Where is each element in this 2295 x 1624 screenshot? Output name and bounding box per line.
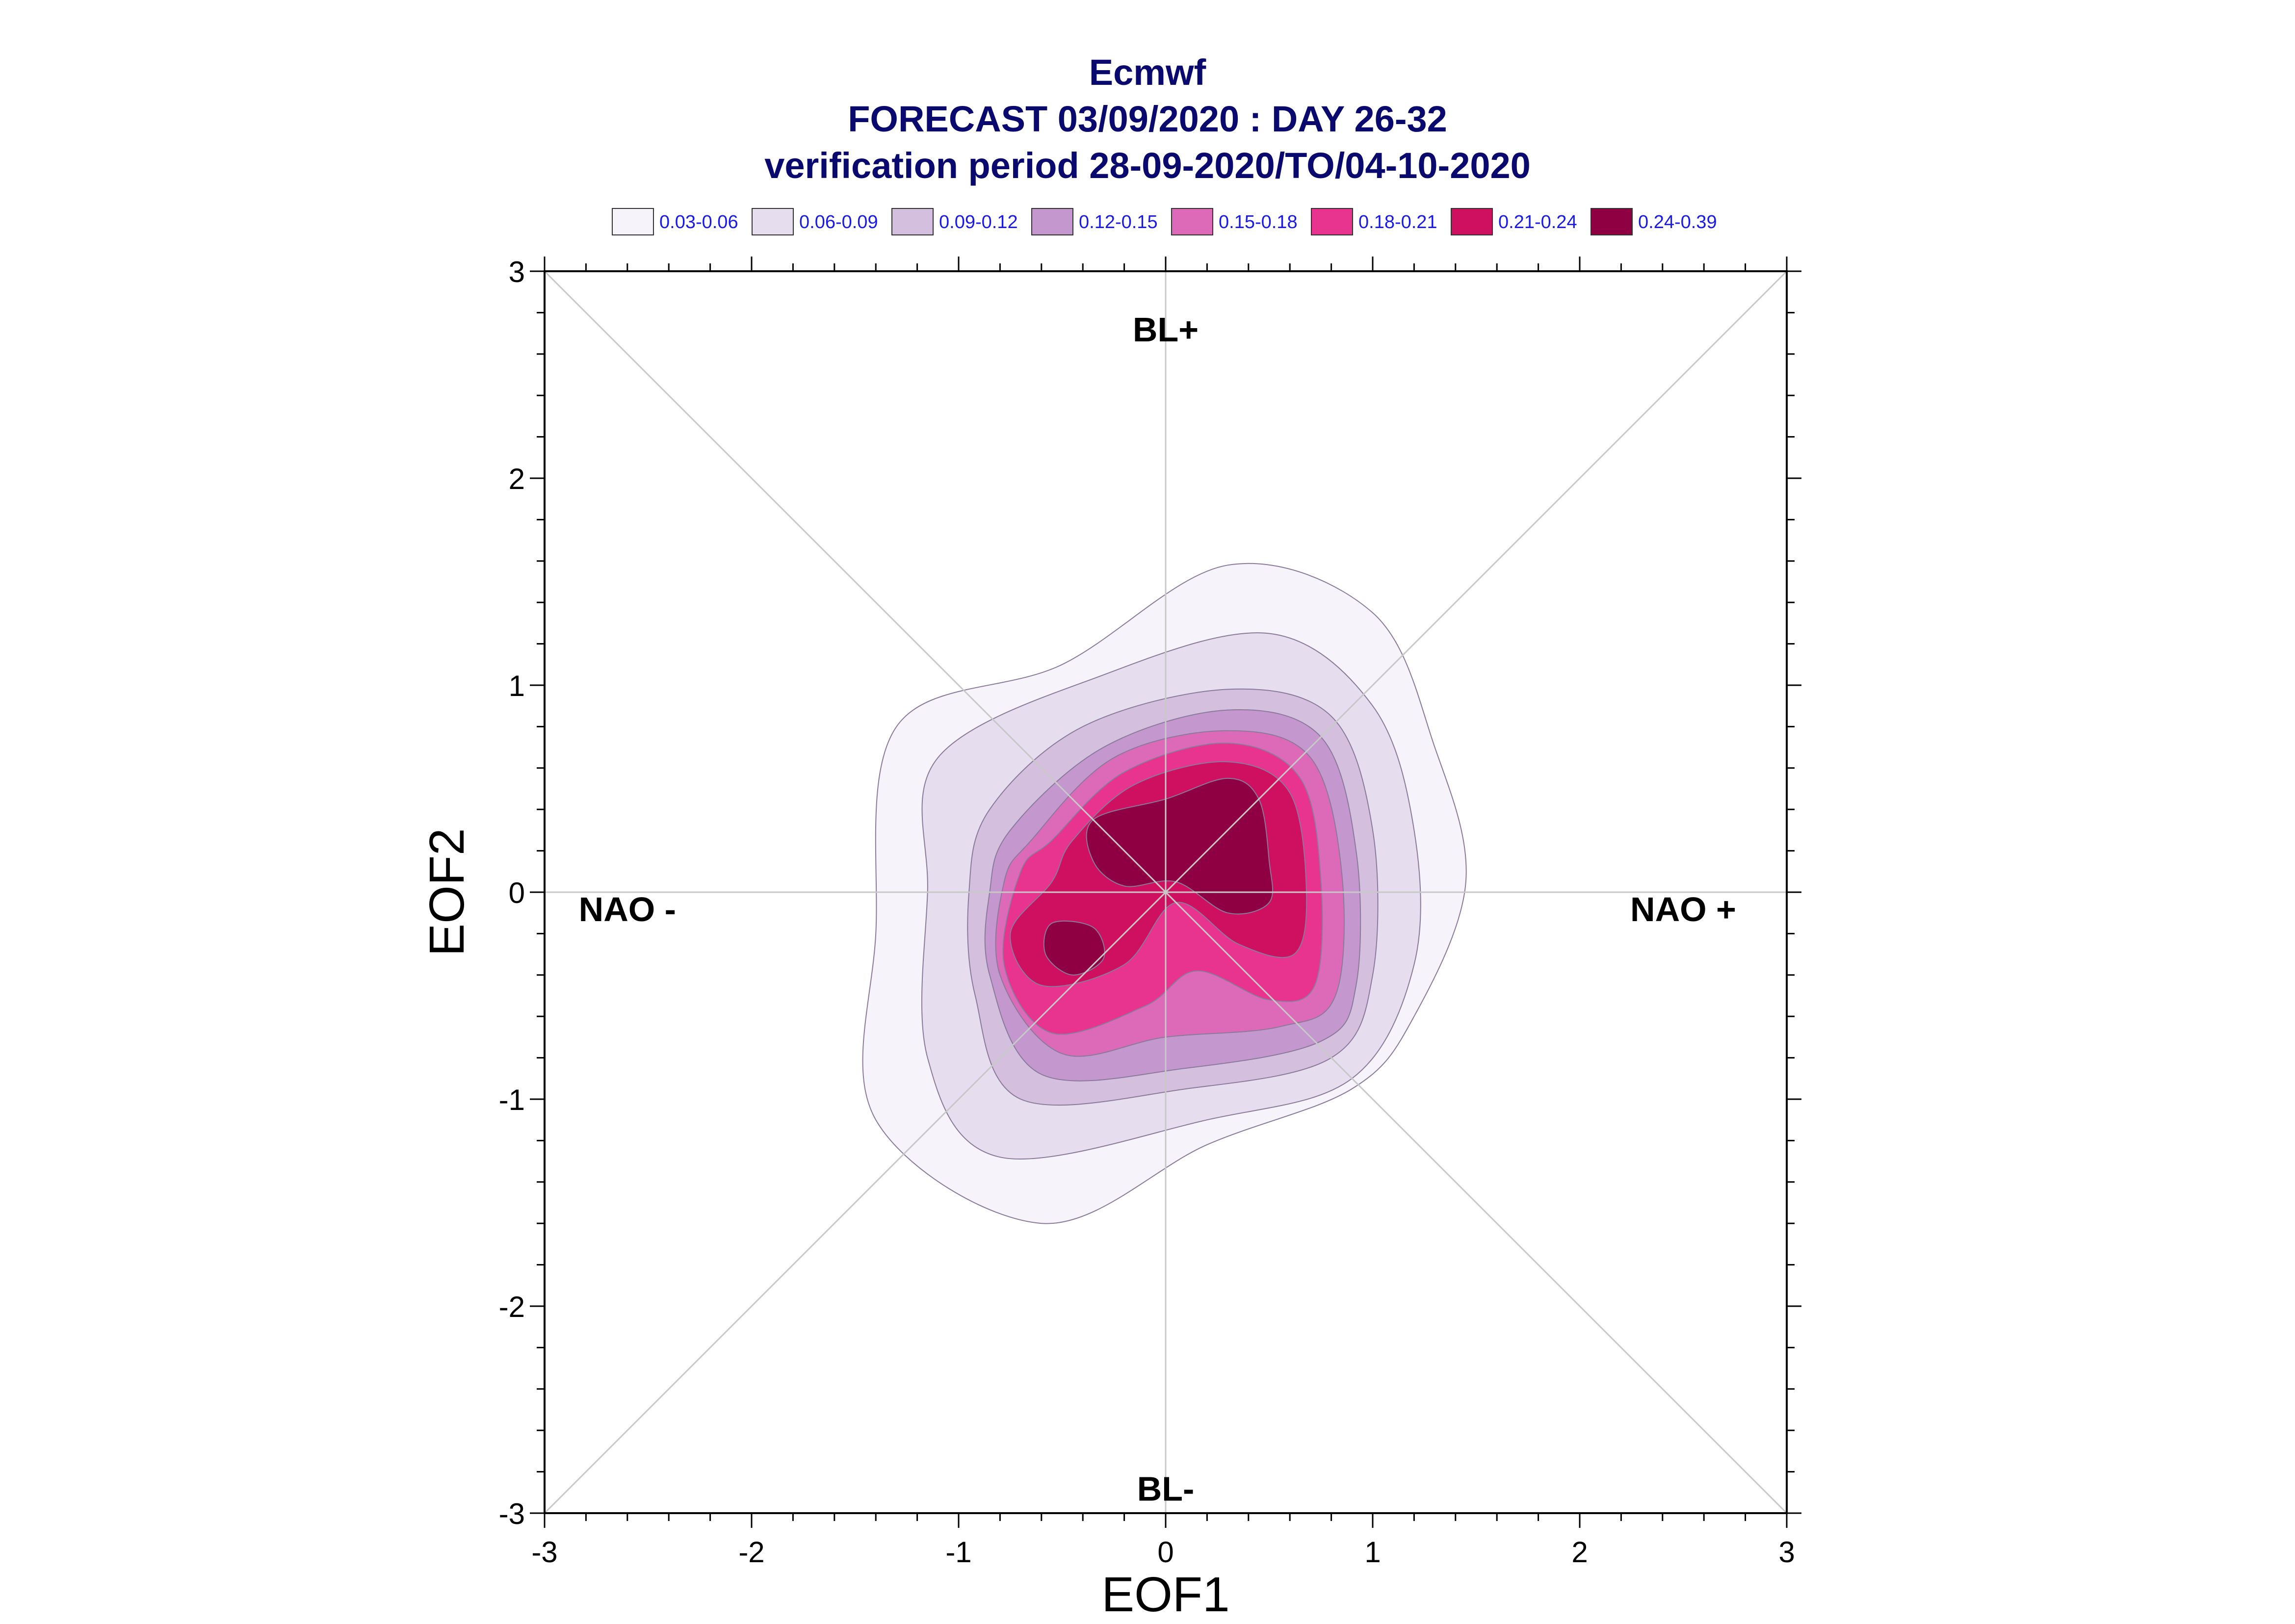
- x-tick-label: 0: [1157, 1536, 1174, 1569]
- regime-label: BL+: [1133, 310, 1199, 349]
- contour-level-0.24-0.39: [1086, 777, 1274, 915]
- legend-swatch: [1451, 208, 1493, 235]
- contour-level-0.24-0.39: [1043, 920, 1105, 976]
- reference-lines: [544, 270, 1788, 1514]
- legend-swatch: [891, 208, 934, 235]
- y-tick-label: 1: [509, 670, 525, 702]
- chart-subtitle-2: verification period 28-09-2020/TO/04-10-…: [764, 145, 1531, 186]
- legend-label: 0.21-0.24: [1498, 212, 1577, 232]
- y-tick-label: -2: [499, 1290, 525, 1323]
- legend-label: 0.06-0.09: [799, 212, 878, 232]
- reference-line-antidiagonal: [544, 270, 1788, 1514]
- legend-label: 0.15-0.18: [1219, 212, 1298, 232]
- chart-title: Ecmwf: [1089, 52, 1206, 93]
- x-tick-label: -3: [531, 1536, 557, 1569]
- legend-swatch: [752, 208, 794, 235]
- chart-subtitle: FORECAST 03/09/2020 : DAY 26-32: [848, 99, 1447, 139]
- density-contours: [862, 563, 1467, 1224]
- x-tick-label: 1: [1364, 1536, 1381, 1569]
- legend-swatch: [1311, 208, 1353, 235]
- x-tick-label: -2: [738, 1536, 764, 1569]
- regime-labels: BL+ BL- NAO - NAO +: [579, 310, 1736, 1508]
- legend-swatch: [612, 208, 654, 235]
- y-tick-label: 2: [509, 463, 525, 495]
- y-axis-label: EOF2: [419, 828, 474, 956]
- legend-swatch: [1171, 208, 1213, 235]
- legend-swatch: [1031, 208, 1073, 235]
- regime-label: NAO -: [579, 890, 676, 928]
- x-axis-label: EOF1: [1101, 1567, 1229, 1622]
- legend-swatch: [1591, 208, 1633, 235]
- chart-titles: Ecmwf FORECAST 03/09/2020 : DAY 26-32 ve…: [0, 49, 2295, 189]
- y-tick-label: 0: [509, 876, 525, 909]
- regime-label: BL-: [1137, 1469, 1195, 1508]
- y-tick-label: -3: [499, 1497, 525, 1530]
- legend-label: 0.24-0.39: [1638, 212, 1717, 232]
- axes: -3 -2 -1 0 1 2 3 -3 -2 -1 0 1 2 3: [499, 256, 1801, 1569]
- x-tick-label: -1: [945, 1536, 971, 1569]
- x-tick-label: 2: [1571, 1536, 1588, 1569]
- legend: 0.03-0.06 0.06-0.09 0.09-0.12 0.12-0.15 0.15…: [612, 208, 1717, 235]
- legend-label: 0.09-0.12: [939, 212, 1018, 232]
- y-tick-label: -1: [499, 1083, 525, 1116]
- legend-label: 0.12-0.15: [1079, 212, 1158, 232]
- y-tick-label: 3: [509, 256, 525, 288]
- legend-label: 0.03-0.06: [659, 212, 738, 232]
- x-tick-label: 3: [1778, 1536, 1795, 1569]
- regime-label: NAO +: [1630, 890, 1736, 928]
- legend-label: 0.18-0.21: [1358, 212, 1437, 232]
